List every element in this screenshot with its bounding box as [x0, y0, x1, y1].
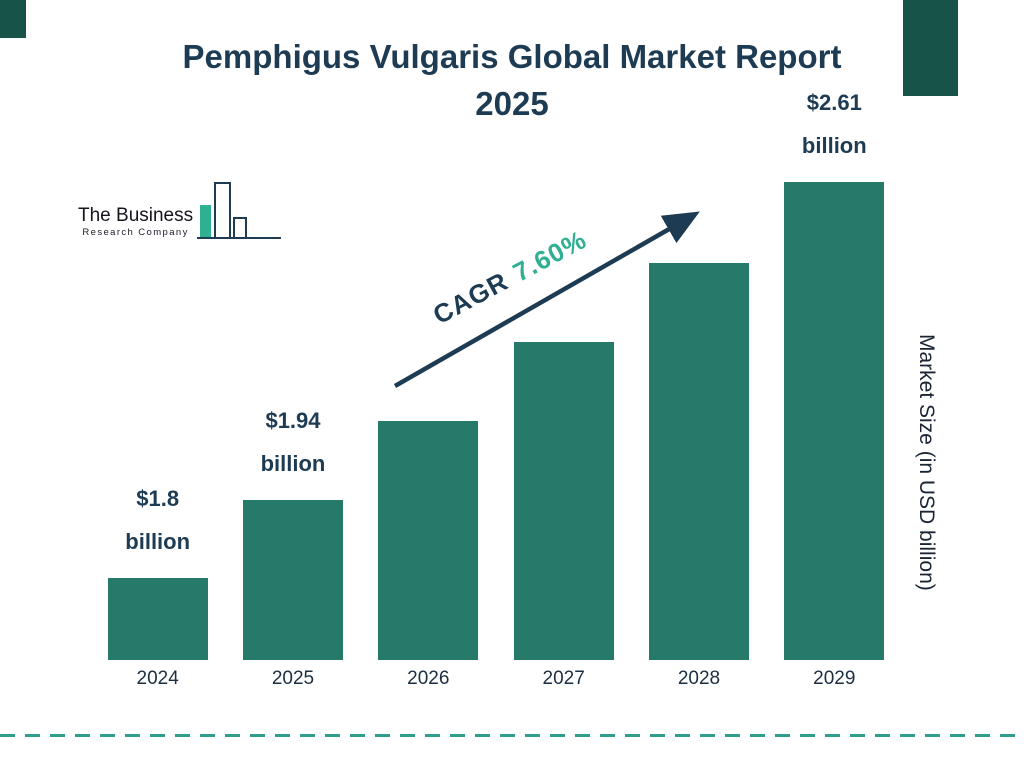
bar-2025: [242, 500, 343, 660]
x-axis-label-2024: 2024: [136, 668, 179, 689]
bar-value-label-2024: $1.8 billion: [125, 486, 191, 555]
company-name-sub: Research Company: [82, 227, 189, 238]
corner-accent-top-right: [903, 0, 958, 96]
bottom-dashed-divider: [0, 734, 1024, 737]
bar-column-2024: $1.8 billion: [90, 478, 225, 660]
bar-column-2026: [361, 407, 496, 660]
corner-accent-top-left: [0, 0, 26, 38]
x-axis-label-2027: 2027: [542, 668, 585, 689]
bar-2024: [107, 578, 208, 660]
y-axis-label: Market Size (in USD billion): [915, 334, 938, 591]
x-axis-label-2028: 2028: [677, 668, 721, 689]
bar-value-label-2025: $1.94 billion: [260, 408, 326, 477]
x-axis: 2024 2025 2026 2027 2028 2029: [90, 668, 902, 690]
page-title: Pemphigus Vulgaris Global Market Report …: [112, 34, 912, 128]
bar-chart: $1.8 billion $1.94 billion $2.61 billion: [90, 90, 902, 660]
bar-column-2027: [496, 328, 631, 660]
bar-chart-logo-icon: [197, 182, 282, 239]
page-title-line2: 2025: [475, 84, 549, 122]
bar-2027: [513, 342, 614, 660]
company-logo-text: The Business Research Company: [78, 205, 193, 238]
bar-column-2028: [631, 249, 766, 660]
bar-column-2029: $2.61 billion: [767, 82, 902, 660]
company-logo: The Business Research Company: [78, 180, 285, 244]
x-axis-label-2029: 2029: [813, 668, 856, 689]
x-axis-label-2026: 2026: [407, 668, 450, 689]
bar-2028: [648, 263, 749, 660]
page-title-line1: Pemphigus Vulgaris Global Market Report: [182, 38, 842, 75]
company-name: The Business: [78, 205, 194, 227]
x-axis-label-2025: 2025: [271, 668, 315, 689]
bar-column-2025: $1.94 billion: [225, 400, 360, 660]
bar-2026: [378, 421, 479, 660]
bar-value-label-2029: $2.61 billion: [801, 90, 867, 159]
bar-2029: [784, 182, 885, 660]
